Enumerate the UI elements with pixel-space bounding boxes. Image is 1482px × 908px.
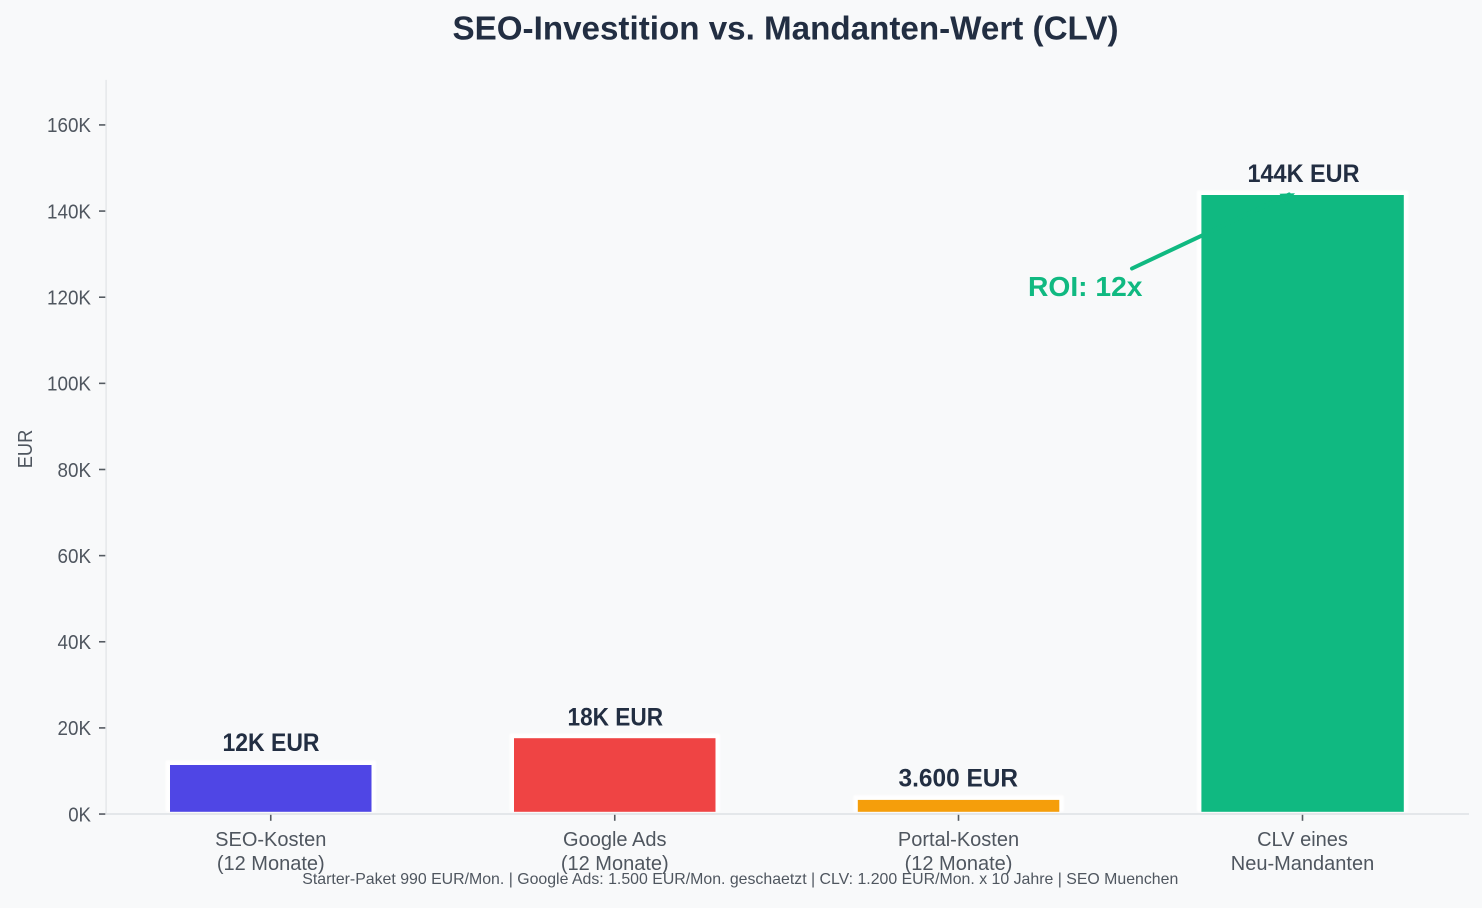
svg-text:Portal-Kosten: Portal-Kosten: [898, 829, 1019, 851]
svg-text:40K: 40K: [58, 632, 92, 654]
svg-text:SEO-Kosten: SEO-Kosten: [215, 829, 326, 851]
svg-text:ROI: 12x: ROI: 12x: [1028, 271, 1143, 302]
svg-text:Google Ads: Google Ads: [563, 829, 666, 851]
svg-text:CLV eines: CLV eines: [1257, 829, 1348, 851]
svg-text:(12 Monate): (12 Monate): [561, 853, 669, 875]
svg-text:100K: 100K: [47, 374, 92, 396]
svg-text:(12 Monate): (12 Monate): [905, 853, 1013, 875]
svg-text:160K: 160K: [47, 115, 92, 137]
svg-text:Starter-Paket 990 EUR/Mon. | G: Starter-Paket 990 EUR/Mon. | Google Ads:…: [302, 871, 1178, 888]
svg-text:140K: 140K: [47, 201, 92, 223]
svg-text:60K: 60K: [58, 546, 92, 568]
svg-text:144K EUR: 144K EUR: [1248, 160, 1360, 188]
svg-text:EUR: EUR: [15, 430, 37, 469]
svg-text:80K: 80K: [58, 460, 92, 482]
svg-text:SEO-Investition vs. Mandanten-: SEO-Investition vs. Mandanten-Wert (CLV): [453, 10, 1119, 47]
svg-text:3.600 EUR: 3.600 EUR: [899, 764, 1019, 792]
svg-text:0K: 0K: [68, 804, 91, 826]
svg-text:120K: 120K: [47, 288, 92, 310]
svg-text:Neu-Mandanten: Neu-Mandanten: [1231, 853, 1374, 875]
svg-text:20K: 20K: [58, 718, 92, 740]
svg-text:12K EUR: 12K EUR: [223, 729, 320, 757]
svg-text:(12 Monate): (12 Monate): [217, 853, 325, 875]
svg-text:18K EUR: 18K EUR: [568, 704, 664, 732]
